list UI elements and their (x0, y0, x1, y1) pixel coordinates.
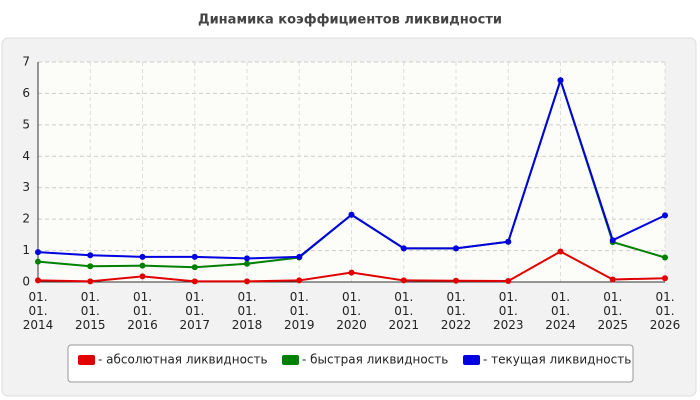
y-tick-label: 6 (22, 86, 30, 100)
point (609, 276, 616, 283)
point (87, 263, 94, 270)
point (505, 238, 512, 245)
point (191, 253, 198, 260)
point (662, 275, 668, 282)
point (453, 277, 459, 284)
chart-title: Динамика коэффициентов ликвидности (198, 13, 502, 28)
point (557, 77, 564, 84)
x-tick-label: 01. 01. 2017 (179, 290, 211, 332)
x-tick-label: 01. 01. 2020 (336, 290, 367, 332)
point (35, 258, 41, 265)
x-tick-label: 01. 01. 2026 (649, 290, 681, 332)
point (87, 252, 94, 259)
x-tick-label: 01. 01. 2016 (127, 290, 158, 332)
point (244, 278, 250, 285)
legend-swatch (282, 355, 299, 365)
point (244, 255, 250, 262)
point (609, 237, 616, 244)
point (662, 254, 668, 261)
y-tick-label: 1 (22, 243, 30, 257)
point (348, 269, 355, 276)
point (453, 245, 459, 252)
point (296, 277, 303, 284)
point (400, 277, 407, 284)
point (348, 211, 355, 218)
point (662, 212, 668, 219)
point (191, 264, 198, 271)
x-tick-label: 01. 01. 2018 (231, 290, 263, 332)
point (35, 277, 41, 284)
y-tick-label: 2 (22, 212, 30, 226)
point (244, 260, 250, 267)
point (505, 278, 512, 285)
x-tick-label: 01. 01. 2021 (388, 290, 420, 332)
legend-label: - абсолютная ликвидность (98, 353, 268, 367)
y-tick-label: 7 (22, 55, 30, 69)
y-tick-label: 3 (22, 180, 30, 194)
legend-box (67, 344, 634, 383)
x-tick-label: 01. 01. 2024 (545, 290, 576, 332)
point (296, 253, 303, 260)
point (400, 245, 407, 252)
point (139, 273, 146, 280)
x-tick-label: 01. 01. 2014 (22, 290, 54, 332)
legend-label: - текущая ликвидность (483, 353, 631, 367)
x-tick-label: 01. 01. 2025 (597, 290, 629, 332)
x-tick-label: 01. 01. 2023 (492, 290, 524, 332)
legend-swatch (463, 355, 480, 365)
y-tick-label: 4 (22, 149, 30, 163)
legend-swatch (78, 355, 95, 365)
point (35, 249, 41, 256)
point (139, 253, 146, 260)
x-tick-label: 01. 01. 2019 (283, 290, 315, 332)
point (191, 278, 198, 285)
point (139, 262, 146, 269)
legend-label: - быстрая ликвидность (302, 353, 448, 367)
y-tick-label: 0 (22, 275, 30, 289)
plot-area (38, 62, 665, 282)
x-tick-label: 01. 01. 2022 (440, 290, 472, 332)
y-tick-label: 5 (22, 117, 30, 131)
point (557, 248, 564, 255)
x-tick-label: 01. 01. 2015 (74, 290, 106, 332)
point (87, 278, 94, 285)
